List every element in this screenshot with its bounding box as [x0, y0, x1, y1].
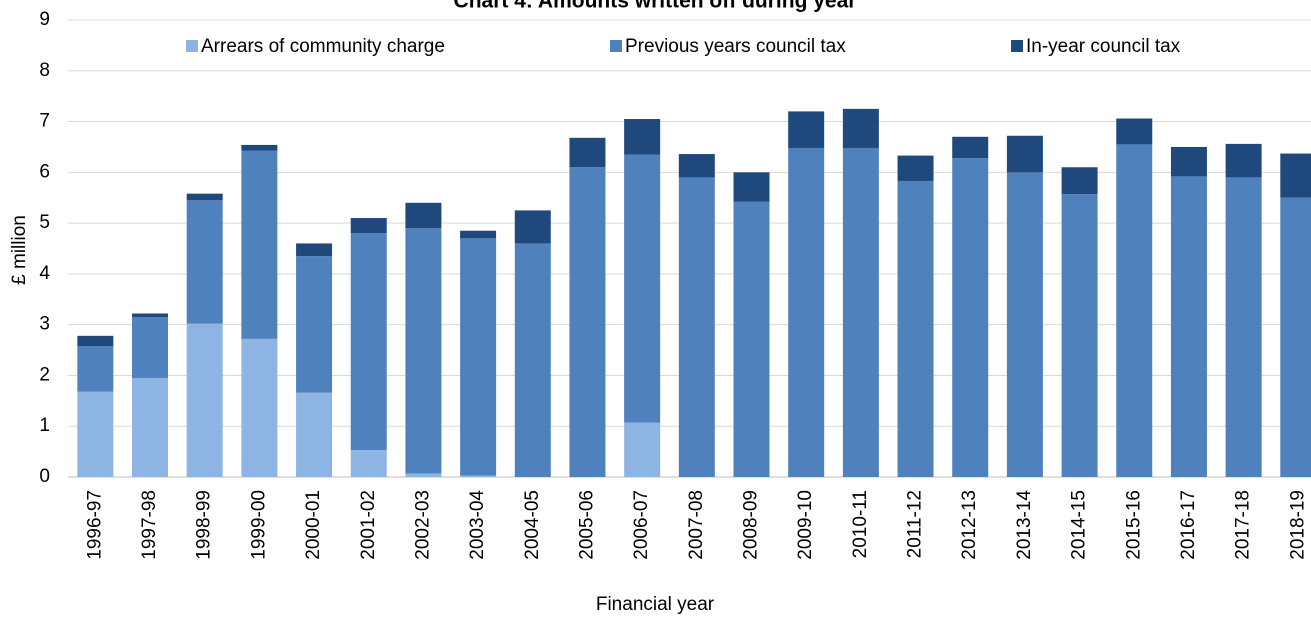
chart-title: Chart 4: Amounts written off during year: [454, 0, 857, 13]
legend-label: In-year council tax: [1026, 36, 1181, 57]
bar-segment: [186, 323, 223, 477]
bar-segment: [514, 243, 551, 477]
bar-segment: [624, 422, 661, 477]
bar-segment: [733, 201, 770, 478]
bar-segment: [241, 144, 278, 151]
x-tick-label: 2005-06: [576, 490, 597, 560]
bar-segment: [296, 256, 333, 393]
bar-segment: [842, 147, 879, 477]
bar-segment: [405, 228, 442, 474]
bar-segment: [1061, 194, 1098, 477]
y-tick-label: 5: [39, 212, 50, 233]
legend-swatch: [186, 40, 198, 52]
legend-label: Arrears of community charge: [201, 36, 445, 57]
bar-segment: [77, 391, 114, 477]
y-tick-label: 6: [39, 161, 50, 182]
bar-segment: [1280, 197, 1311, 477]
y-axis-label: £ million: [9, 215, 30, 285]
x-tick-label: 1996-97: [84, 490, 105, 560]
bar-segment: [77, 345, 114, 392]
x-tick-label: 2002-03: [412, 490, 433, 560]
legend-swatch: [610, 40, 622, 52]
bar-segment: [1006, 135, 1043, 173]
x-axis-label: Financial year: [596, 594, 715, 615]
legend-swatch: [1011, 40, 1023, 52]
y-tick-label: 3: [39, 314, 50, 335]
bar-segment: [1280, 153, 1311, 198]
x-tick-label: 2010-11: [850, 490, 871, 558]
bar-segment: [1061, 167, 1098, 195]
x-tick-label: 1997-98: [139, 490, 160, 560]
bar-segment: [350, 450, 387, 477]
x-tick-label: 2013-14: [1014, 490, 1035, 560]
x-tick-label: 2014-15: [1069, 490, 1090, 560]
bar-segment: [241, 338, 278, 477]
bar-segment: [1170, 176, 1207, 477]
bar-segment: [952, 136, 989, 159]
x-tick-label: 1998-99: [194, 490, 215, 560]
bar-segment: [952, 158, 989, 478]
x-tick-label: 2009-10: [795, 490, 816, 560]
y-tick-label: 8: [39, 60, 50, 81]
bar-segment: [678, 177, 715, 477]
bar-segment: [897, 180, 934, 477]
bar-segment: [405, 473, 442, 477]
bar-segment: [241, 150, 278, 339]
y-tick-label: 4: [39, 263, 50, 284]
x-tick-label: 2012-13: [959, 490, 980, 560]
bar-segment: [186, 193, 223, 201]
bar-segment: [460, 238, 497, 476]
bar-segment: [1225, 177, 1262, 477]
x-tick-label: 1999-00: [248, 490, 269, 560]
x-tick-label: 2011-12: [905, 490, 926, 558]
x-tick-label: 2007-08: [686, 490, 707, 560]
x-tick-label: 2008-09: [741, 490, 762, 560]
x-tick-label: 2004-05: [522, 490, 543, 560]
bar-segment: [1170, 146, 1207, 177]
x-tick-label: 2015-16: [1123, 490, 1144, 560]
bar-segment: [788, 111, 825, 148]
bar-segment: [77, 335, 114, 346]
bar-segment: [842, 108, 879, 148]
bar-segment: [460, 475, 497, 477]
bar-segment: [624, 119, 661, 155]
bar-segment: [132, 317, 169, 378]
bar-segment: [1006, 172, 1043, 478]
x-tick-label: 2017-18: [1233, 490, 1254, 560]
bar-segment: [788, 147, 825, 477]
bar-segment: [678, 154, 715, 178]
bar-segment: [733, 172, 770, 202]
x-tick-label: 2003-04: [467, 490, 488, 560]
bar-segment: [296, 392, 333, 477]
bar-segment: [405, 202, 442, 229]
x-tick-label: 2016-17: [1178, 490, 1199, 560]
y-tick-label: 1: [39, 415, 50, 436]
bar-segment: [569, 167, 606, 477]
bar-segment: [1116, 144, 1153, 477]
bar-segment: [132, 377, 169, 477]
y-tick-label: 9: [39, 9, 50, 30]
bar-segment: [1116, 118, 1153, 145]
bar-segment: [350, 218, 387, 234]
bar-segment: [1225, 143, 1262, 178]
y-tick-label: 7: [39, 111, 50, 132]
x-tick-label: 2018-19: [1287, 490, 1308, 560]
bar-segment: [350, 233, 387, 451]
bar-segment: [296, 243, 333, 257]
bar-segment: [569, 137, 606, 168]
bar-segment: [186, 200, 223, 324]
y-tick-label: 2: [39, 364, 50, 385]
bar-segment: [132, 313, 169, 318]
x-tick-label: 2001-02: [358, 490, 379, 560]
bar-segment: [624, 154, 661, 423]
bar-segment: [897, 155, 934, 181]
x-tick-label: 2006-07: [631, 490, 652, 560]
legend-label: Previous years council tax: [625, 36, 846, 57]
y-tick-label: 0: [39, 466, 50, 487]
x-tick-label: 2000-01: [303, 490, 324, 560]
bar-segment: [460, 230, 497, 239]
bar-segment: [514, 210, 551, 244]
